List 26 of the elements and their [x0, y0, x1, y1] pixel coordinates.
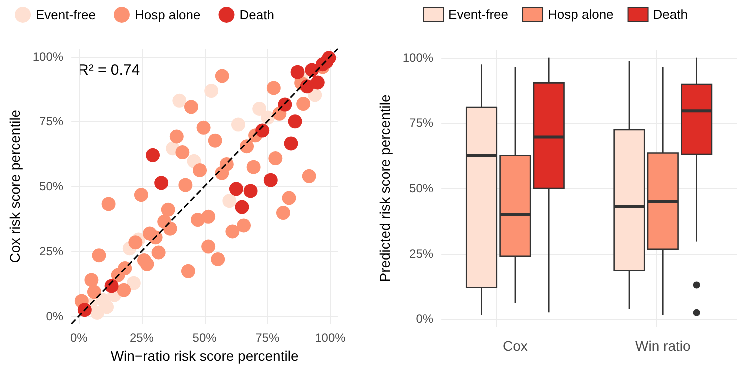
legend-label: Death — [653, 7, 688, 22]
y-tick-label: 75% — [410, 116, 434, 130]
x-tick-label: Cox — [502, 338, 528, 354]
legend-label: Hosp alone — [548, 7, 614, 22]
x-tick-label: 25% — [130, 331, 154, 346]
y-tick-label: 25% — [40, 244, 64, 258]
legend-label: Event-free — [36, 8, 96, 22]
y-tick-label: 100% — [32, 50, 64, 64]
y-tick-label: 75% — [40, 114, 64, 129]
x-tick-label: Win ratio — [636, 338, 691, 354]
y-tick-label: 100% — [402, 50, 434, 65]
legend-label: Event-free — [448, 7, 509, 22]
y-tick-label: 0% — [416, 312, 434, 326]
y-tick-label: 25% — [410, 246, 434, 261]
y-axis-title: Predicted risk score percentile — [377, 94, 393, 282]
x-tick-label: 50% — [192, 331, 218, 346]
x-axis-title: Win−ratio risk score percentile — [110, 348, 299, 364]
legend-label: Hosp alone — [134, 8, 201, 22]
x-tick-label: 0% — [70, 331, 88, 346]
y-axis-title: Cox risk score percentile — [7, 110, 23, 264]
y-tick-label: 50% — [40, 180, 64, 194]
y-tick-label: 0% — [46, 309, 64, 324]
x-tick-label: 100% — [315, 331, 346, 346]
legend-label: Death — [240, 8, 274, 22]
y-tick-label: 50% — [410, 182, 434, 196]
x-tick-label: 75% — [256, 331, 280, 346]
